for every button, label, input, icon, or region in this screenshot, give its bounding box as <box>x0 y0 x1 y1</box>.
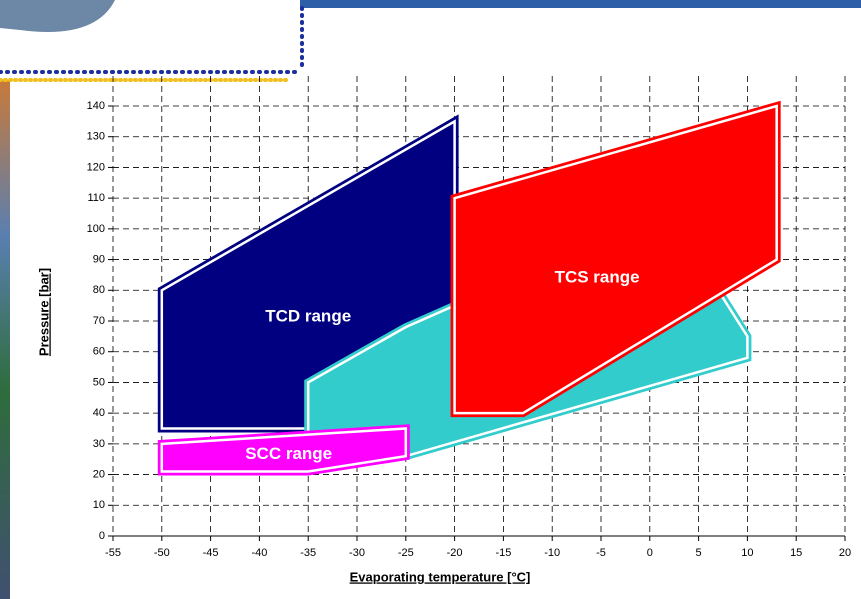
x-tick-label: -5 <box>596 547 606 559</box>
y-tick-label: 20 <box>93 468 105 480</box>
x-tick-label: -35 <box>300 547 316 559</box>
y-tick-label: 130 <box>87 131 105 143</box>
x-tick-label: -55 <box>105 547 121 559</box>
y-tick-label: 80 <box>93 284 105 296</box>
x-tick-label: -15 <box>495 547 511 559</box>
x-tick-label: 20 <box>839 547 851 559</box>
region-label: TCS range <box>555 267 640 286</box>
x-tick-label: 5 <box>696 547 702 559</box>
y-tick-label: 140 <box>87 100 105 112</box>
y-tick-label: 0 <box>99 530 105 542</box>
x-tick-label: -45 <box>203 547 219 559</box>
x-tick-label: -40 <box>251 547 267 559</box>
y-tick-label: 70 <box>93 315 105 327</box>
region-label: TCD range <box>265 307 351 326</box>
x-tick-label: -30 <box>349 547 365 559</box>
y-tick-label: 110 <box>87 192 105 204</box>
y-tick-label: 100 <box>87 223 105 235</box>
x-tick-label: -50 <box>154 547 170 559</box>
x-tick-label: 0 <box>647 547 653 559</box>
chart: Evaporating temperature [°C] Pressure [b… <box>0 0 861 599</box>
x-tick-label: 15 <box>790 547 802 559</box>
y-tick-label: 50 <box>93 376 105 388</box>
x-tick-label: -20 <box>447 547 463 559</box>
y-tick-label: 30 <box>93 438 105 450</box>
x-tick-label: 10 <box>741 547 753 559</box>
y-axis-title: Pressure [bar] <box>36 268 51 356</box>
y-tick-label: 10 <box>93 499 105 511</box>
x-axis-title: Evaporating temperature [°C] <box>350 569 531 584</box>
x-tick-label: -10 <box>544 547 560 559</box>
region-label: SCC range <box>245 444 332 463</box>
y-tick-label: 90 <box>93 253 105 265</box>
y-tick-label: 40 <box>93 407 105 419</box>
y-tick-label: 60 <box>93 346 105 358</box>
y-tick-label: 120 <box>87 161 105 173</box>
x-tick-label: -25 <box>398 547 414 559</box>
